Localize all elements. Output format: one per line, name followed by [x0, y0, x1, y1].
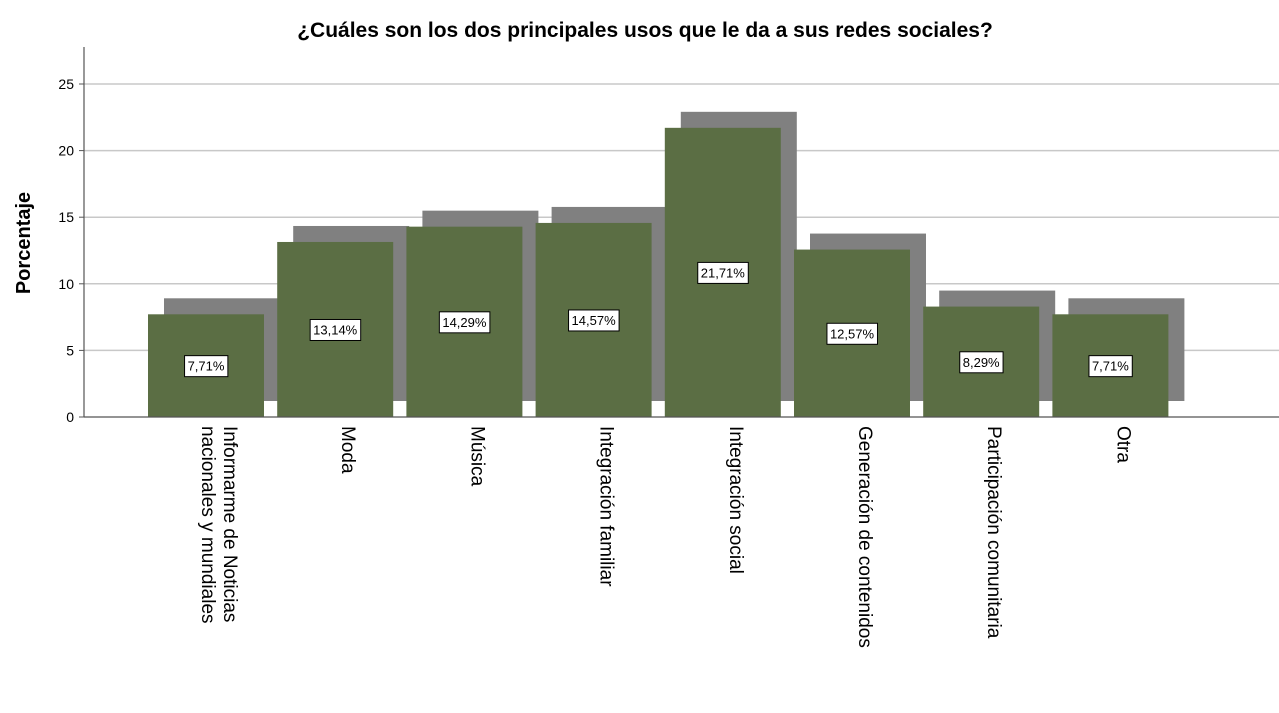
data-label-text: 13,14%	[313, 322, 358, 337]
data-label-text: 7,71%	[188, 359, 225, 374]
data-label-box	[959, 351, 1004, 374]
y-axis-label: Porcentaje	[13, 192, 35, 294]
data-label-box	[826, 322, 878, 345]
data-label-box	[1088, 355, 1133, 378]
data-label: 12,57%	[826, 322, 878, 345]
data-labels: 7,71% 13,14% 14,29% 14,57% 21,71% 12,57% 8,29%…	[184, 261, 1133, 378]
x-tick-label: Integración social	[725, 426, 746, 574]
x-tick-label: Integración familiar	[596, 426, 617, 587]
data-label-text: 14,29%	[442, 315, 487, 330]
chart-title: ¿Cuáles son los dos principales usos que…	[297, 19, 993, 42]
data-label: 14,57%	[568, 309, 620, 332]
data-label-box	[309, 318, 362, 341]
data-label-text: 14,57%	[572, 313, 617, 328]
data-label-box	[568, 309, 620, 332]
x-tick-label: Moda	[337, 426, 358, 474]
data-label-text: 7,71%	[1092, 359, 1129, 374]
x-tick-label: Participación comunitaria	[983, 426, 1004, 639]
y-tick-label: 0	[66, 409, 74, 425]
data-label-text: 12,57%	[830, 326, 875, 341]
data-label: 7,71%	[184, 355, 229, 378]
data-label-text: 8,29%	[963, 355, 1000, 370]
data-label: 21,71%	[697, 261, 749, 284]
y-tick-label: 15	[58, 209, 74, 225]
y-tick-label: 25	[58, 76, 74, 92]
y-tick-label: 20	[58, 143, 74, 159]
data-label-box	[697, 261, 749, 284]
data-label-box	[184, 355, 229, 378]
axes: 0 5 10 15 20 25	[58, 47, 1279, 425]
x-tick-label: nacionales y mundiales	[197, 426, 218, 624]
data-label: 14,29%	[438, 311, 491, 334]
data-label: 8,29%	[959, 351, 1004, 374]
x-tick-label: Música	[466, 426, 487, 487]
data-label: 13,14%	[309, 318, 362, 341]
x-tick-label: Otra	[1112, 426, 1133, 463]
data-label: 7,71%	[1088, 355, 1133, 378]
y-tick-label: 5	[66, 342, 74, 358]
data-label-box	[438, 311, 491, 334]
y-tick-label: 10	[58, 276, 74, 292]
x-tick-label: Generación de contenidos	[854, 426, 875, 648]
data-label-text: 21,71%	[701, 265, 746, 280]
x-tick-label: Informarme de Noticias	[219, 426, 240, 622]
